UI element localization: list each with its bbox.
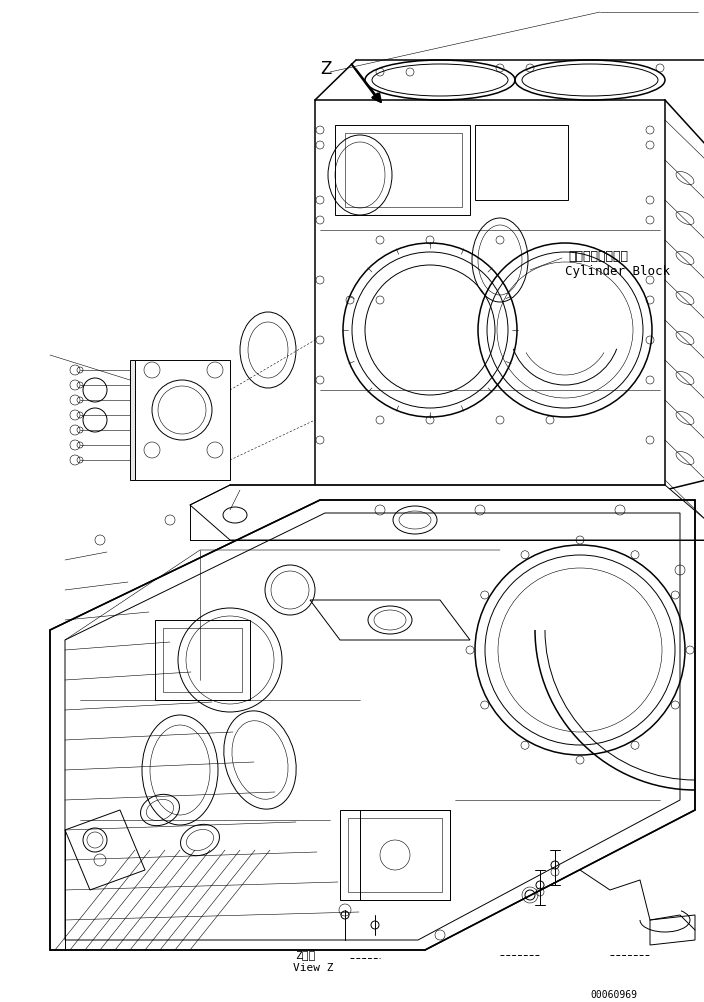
FancyArrowPatch shape	[356, 69, 381, 102]
Text: 00060969: 00060969	[590, 990, 637, 1000]
Text: Cylinder Block: Cylinder Block	[565, 265, 670, 278]
Text: Z: Z	[320, 60, 332, 78]
Text: シリンダブロック: シリンダブロック	[568, 250, 628, 263]
Text: Z　視: Z 視	[295, 950, 315, 960]
Polygon shape	[130, 360, 135, 480]
Polygon shape	[190, 485, 704, 540]
Text: View Z: View Z	[293, 963, 334, 973]
